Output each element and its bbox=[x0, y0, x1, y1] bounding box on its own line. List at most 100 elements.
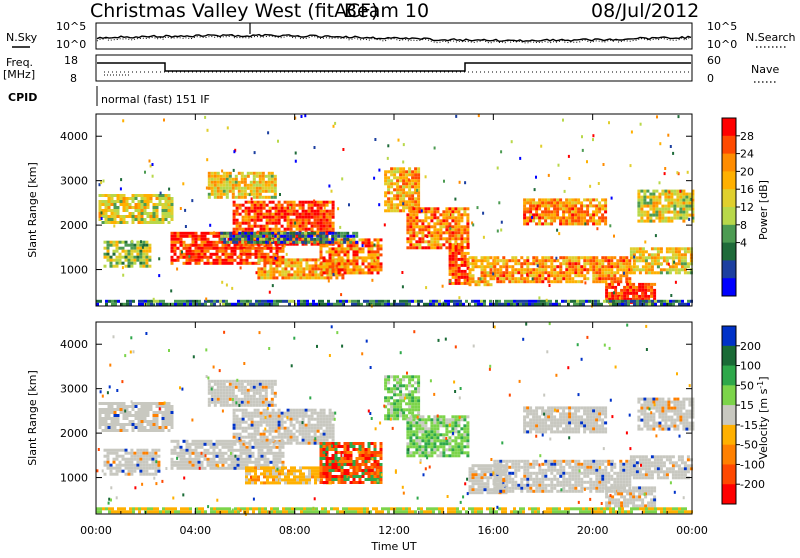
power-echo-cell bbox=[626, 286, 629, 289]
velocity-echo-cell bbox=[114, 429, 117, 432]
power-echo-cell bbox=[145, 262, 148, 265]
power-echo-cell bbox=[613, 262, 616, 265]
power-echo-cell bbox=[249, 250, 252, 253]
power-echo-cell bbox=[568, 201, 571, 204]
power-echo-cell bbox=[462, 303, 465, 306]
power-echo-cell bbox=[449, 261, 452, 264]
power-echo-cell bbox=[214, 190, 217, 193]
power-echo-cell bbox=[290, 228, 293, 231]
power-echo-cell bbox=[268, 190, 271, 193]
power-echo-cell bbox=[639, 247, 642, 250]
power-scatter-echo bbox=[227, 126, 229, 129]
velocity-echo-cell bbox=[145, 470, 148, 473]
power-echo-cell bbox=[625, 274, 628, 277]
velocity-echo-cell bbox=[293, 418, 296, 421]
power-echo-cell bbox=[571, 219, 574, 222]
power-echo-cell bbox=[293, 258, 296, 261]
power-echo-cell bbox=[667, 199, 670, 202]
power-echo-cell bbox=[350, 247, 353, 250]
velocity-echo-cell bbox=[113, 467, 116, 470]
power-echo-cell bbox=[559, 256, 562, 259]
power-echo-cell bbox=[281, 267, 284, 270]
velocity-echo-cell bbox=[273, 458, 276, 461]
velocity-echo-cell bbox=[183, 452, 186, 455]
power-echo-cell bbox=[637, 199, 640, 202]
power-echo-cell bbox=[262, 172, 265, 175]
power-scatter-echo bbox=[630, 164, 632, 167]
power-echo-cell bbox=[417, 203, 420, 206]
power-echo-cell bbox=[264, 303, 267, 306]
power-echo-cell bbox=[260, 273, 263, 276]
power-echo-cell bbox=[461, 243, 464, 246]
power-echo-cell bbox=[415, 210, 418, 213]
power-echo-cell bbox=[438, 300, 441, 303]
power-echo-cell bbox=[338, 241, 341, 244]
power-echo-cell bbox=[598, 280, 601, 283]
velocity-echo-cell bbox=[105, 420, 108, 423]
power-echo-cell bbox=[255, 303, 258, 306]
power-echo-cell bbox=[375, 303, 378, 306]
velocity-echo-cell bbox=[104, 473, 107, 476]
power-echo-cell bbox=[359, 238, 362, 241]
power-echo-cell bbox=[535, 210, 538, 213]
power-echo-cell bbox=[466, 228, 469, 231]
power-echo-cell bbox=[323, 259, 326, 262]
velocity-echo-cell bbox=[314, 433, 317, 436]
power-echo-cell bbox=[604, 256, 607, 259]
power-echo-cell bbox=[242, 219, 245, 222]
power-echo-cell bbox=[457, 231, 460, 234]
power-echo-cell bbox=[601, 259, 604, 262]
power-echo-cell bbox=[186, 262, 189, 265]
velocity-echo-cell bbox=[144, 420, 147, 423]
power-echo-cell bbox=[217, 190, 220, 193]
velocity-echo-cell bbox=[130, 449, 133, 452]
power-echo-cell bbox=[520, 280, 523, 283]
velocity-echo-cell bbox=[284, 415, 287, 418]
power-echo-cell bbox=[526, 210, 529, 213]
velocity-echo-cell bbox=[133, 455, 136, 458]
velocity-echo-cell bbox=[258, 452, 261, 455]
power-scatter-echo bbox=[314, 146, 316, 149]
velocity-echo-cell bbox=[138, 402, 141, 405]
power-echo-cell bbox=[580, 271, 583, 274]
power-echo-cell bbox=[278, 273, 281, 276]
power-echo-cell bbox=[241, 238, 244, 241]
power-echo-cell bbox=[266, 276, 269, 279]
power-echo-cell bbox=[349, 241, 352, 244]
power-echo-cell bbox=[293, 261, 296, 264]
power-echo-cell bbox=[136, 253, 139, 256]
power-echo-cell bbox=[538, 213, 541, 216]
power-echo-cell bbox=[432, 300, 435, 303]
power-echo-cell bbox=[547, 256, 550, 259]
power-echo-cell bbox=[505, 268, 508, 271]
power-echo-cell bbox=[586, 222, 589, 225]
power-echo-cell bbox=[529, 204, 532, 207]
power-echo-cell bbox=[452, 264, 455, 267]
velocity-echo-cell bbox=[132, 429, 135, 432]
power-echo-cell bbox=[198, 300, 201, 303]
power-echo-cell bbox=[594, 300, 597, 303]
power-scatter-echo bbox=[458, 296, 460, 299]
power-echo-cell bbox=[368, 268, 371, 271]
power-echo-cell bbox=[210, 300, 213, 303]
power-echo-cell bbox=[296, 228, 299, 231]
power-echo-cell bbox=[220, 235, 223, 238]
velocity-echo-cell bbox=[305, 442, 308, 445]
power-echo-cell bbox=[248, 225, 251, 228]
power-echo-cell bbox=[556, 277, 559, 280]
power-echo-cell bbox=[630, 253, 633, 256]
power-echo-cell bbox=[239, 213, 242, 216]
velocity-echo-cell bbox=[159, 426, 162, 429]
power-echo-cell bbox=[577, 222, 580, 225]
power-echo-cell bbox=[649, 199, 652, 202]
power-echo-cell bbox=[365, 238, 368, 241]
power-echo-cell bbox=[303, 303, 306, 306]
velocity-echo-cell bbox=[145, 449, 148, 452]
velocity-echo-cell bbox=[165, 426, 168, 429]
velocity-echo-cell bbox=[290, 415, 293, 418]
power-echo-cell bbox=[201, 232, 204, 235]
power-echo-cell bbox=[165, 194, 168, 197]
velocity-echo-cell bbox=[266, 421, 269, 424]
nsearch-tick-top: 10^5 bbox=[707, 20, 737, 33]
power-echo-cell bbox=[622, 265, 625, 268]
